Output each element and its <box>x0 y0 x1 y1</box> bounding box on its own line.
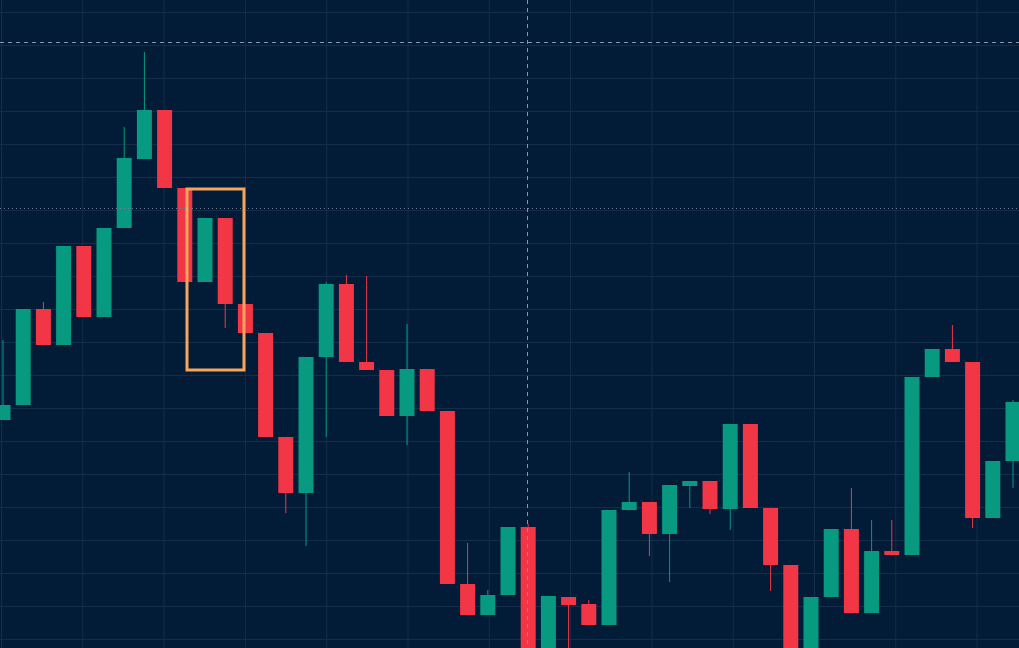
candle-body <box>702 481 718 509</box>
candle-body <box>540 596 556 648</box>
candle-body <box>965 362 981 518</box>
candle-body <box>924 349 940 377</box>
candle-body <box>601 510 617 625</box>
candle-body <box>298 357 314 493</box>
candle-body <box>581 604 597 625</box>
candle-body <box>359 362 375 370</box>
candle-body <box>177 188 193 282</box>
candles <box>0 52 1019 648</box>
candle-body <box>338 284 354 362</box>
candle-body <box>520 527 536 648</box>
candle-body <box>843 529 859 613</box>
candle-body <box>76 246 92 317</box>
candle-body <box>56 246 72 345</box>
candle-body <box>399 369 415 416</box>
candle-body <box>884 551 900 555</box>
candle-body <box>944 349 960 362</box>
candle-body <box>258 333 274 437</box>
candle-body <box>561 597 577 605</box>
candle-body <box>96 228 112 317</box>
candle-body <box>439 411 455 584</box>
candle-body <box>136 110 152 159</box>
candle-body <box>823 529 839 597</box>
candle-body <box>722 424 738 509</box>
candle-body <box>985 461 1001 518</box>
candle-body <box>783 565 799 648</box>
candle-body <box>682 481 698 486</box>
candle-body <box>460 584 476 615</box>
candle-body <box>278 437 294 493</box>
candle-body <box>904 377 920 555</box>
candle-body <box>763 508 779 565</box>
candle-body <box>197 218 213 282</box>
candle-body <box>864 551 880 613</box>
candle-body <box>15 309 31 405</box>
candle-body <box>500 527 516 595</box>
candle-body <box>379 370 395 416</box>
candle-body <box>621 502 637 510</box>
candle-body <box>0 405 11 420</box>
highlight-box <box>185 187 246 372</box>
candle-body <box>419 369 435 411</box>
candle-body <box>35 309 51 345</box>
candle-body <box>641 502 657 534</box>
candle-body <box>217 218 233 304</box>
candle-body <box>662 485 678 534</box>
candle-body <box>480 595 496 615</box>
candle-body <box>803 597 819 648</box>
candle-body <box>157 110 173 188</box>
candle-body <box>318 284 334 357</box>
candle-body <box>742 424 758 508</box>
candle-body <box>1005 402 1019 461</box>
candle-body <box>116 158 132 228</box>
